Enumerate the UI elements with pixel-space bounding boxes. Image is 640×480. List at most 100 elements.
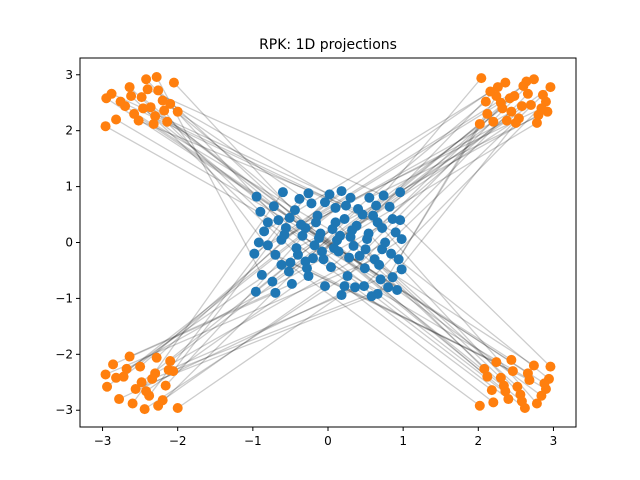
connector-line: [177, 294, 342, 409]
source-point: [377, 222, 388, 233]
connector-line: [320, 233, 542, 397]
x-tick-label: −1: [244, 434, 262, 448]
target-point: [488, 116, 499, 127]
source-point: [371, 200, 382, 211]
source-point: [270, 249, 281, 260]
target-point: [539, 378, 550, 389]
source-point: [291, 243, 302, 254]
connector-line: [129, 283, 293, 358]
source-point: [383, 282, 394, 293]
connector-line: [267, 221, 493, 391]
source-points: [249, 186, 407, 302]
connector-line: [323, 258, 547, 390]
target-point: [504, 93, 515, 104]
source-point: [392, 285, 403, 296]
target-points: [100, 72, 556, 415]
target-point: [480, 96, 491, 107]
source-point: [363, 228, 374, 239]
source-point: [332, 235, 343, 246]
target-point: [474, 400, 485, 411]
source-point: [253, 237, 264, 248]
source-point: [277, 187, 288, 198]
target-point: [114, 394, 125, 405]
target-point: [522, 88, 533, 99]
connector-line: [132, 191, 284, 404]
connector-line: [390, 253, 550, 380]
target-point: [528, 360, 539, 371]
source-point: [273, 215, 284, 226]
source-point: [348, 240, 359, 251]
connector-line: [154, 241, 386, 374]
source-point: [396, 234, 407, 245]
target-point: [495, 372, 506, 383]
target-point: [482, 108, 493, 119]
x-tick-label: −3: [94, 434, 112, 448]
target-point: [522, 368, 533, 379]
target-point: [151, 72, 162, 83]
x-tick-label: −2: [169, 434, 187, 448]
target-point: [479, 363, 490, 374]
target-point: [148, 118, 159, 129]
source-point: [316, 246, 327, 257]
target-point: [100, 121, 111, 132]
connector-line: [330, 111, 512, 268]
target-point: [482, 371, 493, 382]
source-point: [378, 190, 389, 201]
source-point: [395, 215, 406, 226]
connector-line: [263, 82, 506, 232]
source-point: [342, 271, 353, 282]
target-point: [130, 383, 141, 394]
source-point: [262, 240, 273, 251]
source-point: [387, 272, 398, 283]
connector-line: [165, 221, 317, 387]
target-point: [111, 114, 122, 125]
target-point: [168, 77, 179, 88]
connector-line: [123, 197, 351, 378]
source-point: [345, 192, 356, 203]
x-tick-label: 0: [324, 434, 332, 448]
source-point: [339, 281, 350, 292]
target-point: [531, 117, 542, 128]
target-point: [138, 103, 149, 114]
source-point: [267, 276, 278, 287]
source-point: [280, 222, 291, 233]
source-point: [251, 191, 262, 202]
target-point: [118, 371, 129, 382]
source-point: [286, 278, 297, 289]
target-point: [507, 366, 518, 377]
target-point: [159, 105, 170, 116]
connector-line: [392, 122, 517, 278]
target-point: [500, 77, 511, 88]
source-point: [256, 269, 267, 280]
target-point: [165, 98, 176, 109]
target-point: [512, 381, 523, 392]
target-point: [525, 99, 536, 110]
connector-line: [258, 241, 481, 407]
target-point: [165, 356, 176, 367]
source-point: [309, 240, 320, 251]
source-point: [307, 253, 318, 264]
source-point: [366, 291, 377, 302]
target-point: [142, 84, 153, 95]
source-point: [306, 198, 317, 209]
connector-line: [398, 113, 488, 260]
source-point: [330, 202, 341, 213]
connector-line: [399, 219, 551, 368]
connector-line: [177, 111, 312, 204]
connector-line: [130, 95, 299, 256]
source-point: [301, 263, 312, 274]
connector-line: [300, 107, 542, 226]
target-point: [172, 106, 183, 117]
target-point: [115, 96, 126, 107]
target-point: [516, 396, 527, 407]
source-point: [344, 252, 355, 263]
connector-line: [389, 95, 515, 208]
source-point: [303, 188, 314, 199]
source-point: [319, 281, 330, 292]
x-tick-label: 2: [474, 434, 482, 448]
source-point: [387, 214, 398, 225]
source-point: [283, 266, 294, 277]
target-point: [503, 394, 514, 405]
target-point: [153, 85, 164, 96]
